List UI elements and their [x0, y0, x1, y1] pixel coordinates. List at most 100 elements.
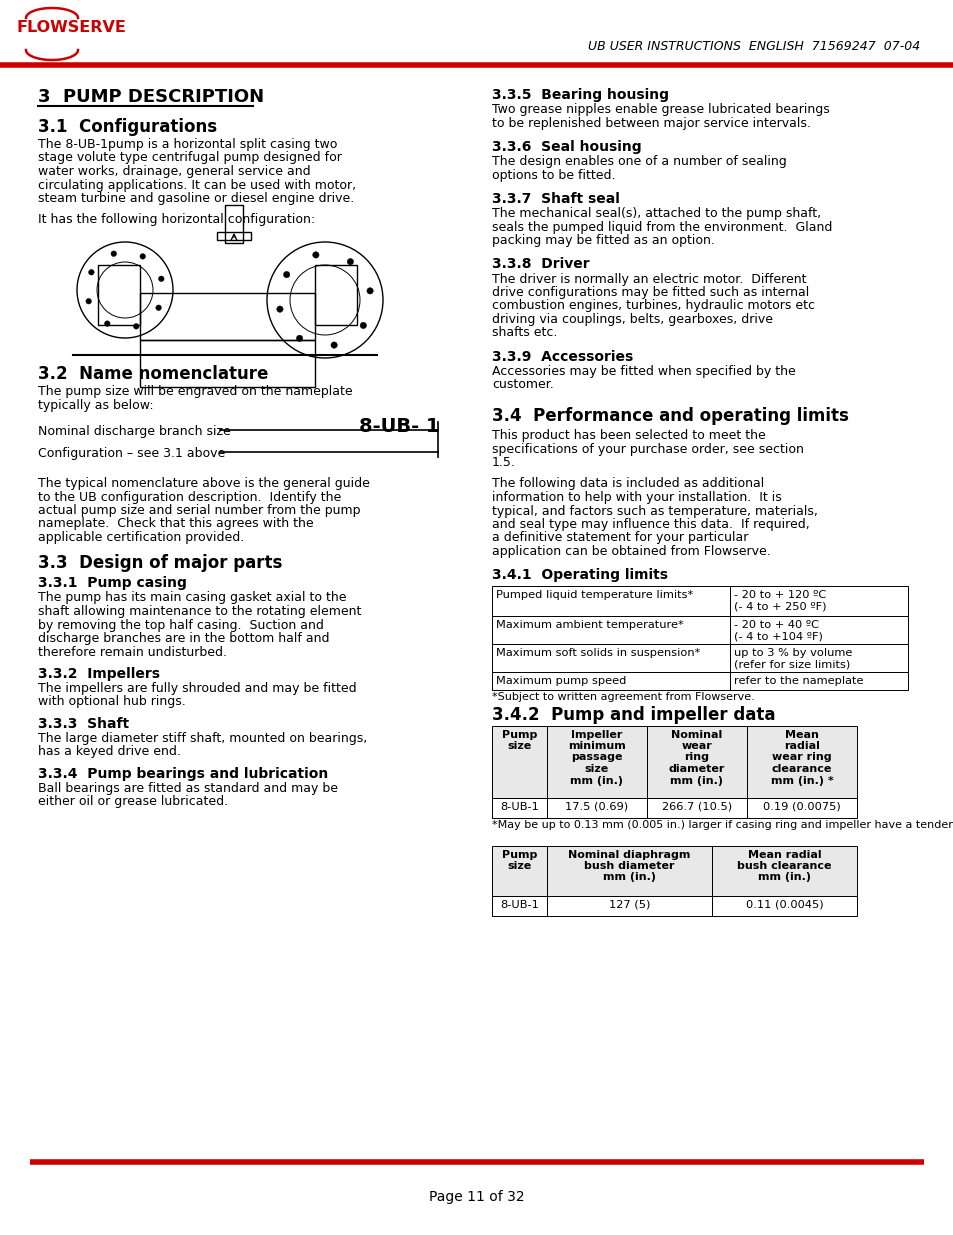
Text: minimum: minimum [568, 741, 625, 751]
Text: size: size [507, 741, 531, 751]
Text: bush diameter: bush diameter [583, 861, 674, 871]
Text: Ball bearings are fitted as standard and may be: Ball bearings are fitted as standard and… [38, 782, 337, 795]
Text: 3  PUMP DESCRIPTION: 3 PUMP DESCRIPTION [38, 88, 264, 106]
Bar [492, 585, 907, 615]
Text: wear: wear [680, 741, 712, 751]
Text: (- 4 to + 250 ºF): (- 4 to + 250 ºF) [733, 601, 825, 611]
Text: Accessories may be fitted when specified by the: Accessories may be fitted when specified… [492, 366, 795, 378]
Text: with optional hub rings.: with optional hub rings. [38, 695, 186, 709]
Text: bush clearance: bush clearance [737, 861, 831, 871]
Text: has a keyed drive end.: has a keyed drive end. [38, 746, 181, 758]
Text: 3.4  Performance and operating limits: 3.4 Performance and operating limits [492, 408, 848, 425]
Text: 1.5.: 1.5. [492, 456, 516, 469]
Circle shape [105, 321, 110, 326]
Text: Pump: Pump [501, 850, 537, 860]
Text: Nominal: Nominal [671, 730, 721, 740]
Text: size: size [584, 764, 608, 774]
Text: Maximum ambient temperature*: Maximum ambient temperature* [496, 620, 683, 630]
Text: 3.3.5  Bearing housing: 3.3.5 Bearing housing [492, 88, 668, 103]
Text: 3.4.1  Operating limits: 3.4.1 Operating limits [492, 568, 667, 583]
Text: either oil or grease lubricated.: either oil or grease lubricated. [38, 795, 228, 809]
Bar [492, 643, 907, 672]
Text: (refer for size limits): (refer for size limits) [733, 659, 849, 669]
Text: water works, drainage, general service and: water works, drainage, general service a… [38, 165, 311, 178]
Circle shape [367, 288, 373, 294]
Text: - 20 to + 40 ºC: - 20 to + 40 ºC [733, 620, 818, 630]
Bar [492, 895, 546, 915]
Text: UB USER INSTRUCTIONS  ENGLISH  71569247  07-04: UB USER INSTRUCTIONS ENGLISH 71569247 07… [587, 41, 919, 53]
Text: typically as below:: typically as below: [38, 399, 153, 411]
Text: 3.3.6  Seal housing: 3.3.6 Seal housing [492, 140, 641, 154]
Text: 0.11 (0.0045): 0.11 (0.0045) [745, 899, 822, 909]
Text: shaft allowing maintenance to the rotating element: shaft allowing maintenance to the rotati… [38, 605, 361, 618]
Text: customer.: customer. [492, 378, 553, 391]
Text: ring: ring [684, 752, 709, 762]
Bar [492, 615, 907, 643]
Text: *May be up to 0.13 mm (0.005 in.) larger if casing ring and impeller have a tend: *May be up to 0.13 mm (0.005 in.) larger… [492, 820, 953, 830]
Text: 266.7 (10.5): 266.7 (10.5) [661, 802, 731, 811]
Text: mm (in.): mm (in.) [670, 776, 722, 785]
Circle shape [347, 258, 354, 264]
Circle shape [296, 335, 302, 342]
Text: and seal type may influence this data.  If required,: and seal type may influence this data. I… [492, 517, 809, 531]
Text: 3.3.2  Impellers: 3.3.2 Impellers [38, 667, 160, 680]
Text: The typical nomenclature above is the general guide: The typical nomenclature above is the ge… [38, 477, 370, 490]
Text: by removing the top half casing.  Suction and: by removing the top half casing. Suction… [38, 619, 323, 631]
Text: The impellers are fully shrouded and may be fitted: The impellers are fully shrouded and may… [38, 682, 356, 695]
Text: passage: passage [571, 752, 622, 762]
Text: diameter: diameter [668, 764, 724, 774]
Text: 0.19 (0.0075): 0.19 (0.0075) [762, 802, 840, 811]
Text: 3.3.4  Pump bearings and lubrication: 3.3.4 Pump bearings and lubrication [38, 767, 328, 781]
Text: 3.3.3  Shaft: 3.3.3 Shaft [38, 718, 129, 731]
Text: Nominal diaphragm: Nominal diaphragm [568, 850, 690, 860]
Text: 127 (5): 127 (5) [608, 899, 650, 909]
Text: Nominal discharge branch size: Nominal discharge branch size [38, 425, 231, 438]
Text: mm (in.): mm (in.) [602, 872, 656, 883]
Circle shape [360, 322, 366, 329]
Text: 8-UB-1: 8-UB-1 [499, 802, 538, 811]
Text: The following data is included as additional: The following data is included as additi… [492, 478, 763, 490]
Text: The pump has its main casing gasket axial to the: The pump has its main casing gasket axia… [38, 592, 346, 604]
Text: 3.3.8  Driver: 3.3.8 Driver [492, 258, 589, 272]
Text: 3.1  Configurations: 3.1 Configurations [38, 119, 217, 136]
Text: seals the pumped liquid from the environment.  Gland: seals the pumped liquid from the environ… [492, 221, 832, 233]
Bar [546, 725, 646, 798]
Bar [646, 725, 746, 798]
Text: - 20 to + 120 ºC: - 20 to + 120 ºC [733, 589, 825, 599]
Text: 8-UB- 1: 8-UB- 1 [359, 417, 439, 436]
Circle shape [283, 272, 290, 278]
Text: to the UB configuration description.  Identify the: to the UB configuration description. Ide… [38, 490, 341, 504]
Bar [492, 672, 907, 689]
Text: therefore remain undisturbed.: therefore remain undisturbed. [38, 646, 227, 658]
Text: *Subject to written agreement from Flowserve.: *Subject to written agreement from Flows… [492, 693, 754, 703]
Text: shafts etc.: shafts etc. [492, 326, 557, 340]
Text: options to be fitted.: options to be fitted. [492, 168, 615, 182]
Bar [492, 798, 546, 818]
Text: drive configurations may be fitted such as internal: drive configurations may be fitted such … [492, 287, 808, 299]
Text: Mean: Mean [784, 730, 818, 740]
Text: clearance: clearance [771, 764, 831, 774]
Text: 17.5 (0.69): 17.5 (0.69) [565, 802, 628, 811]
Bar [140, 340, 314, 387]
Text: discharge branches are in the bottom half and: discharge branches are in the bottom hal… [38, 632, 329, 645]
Text: It has the following horizontal configuration:: It has the following horizontal configur… [38, 214, 314, 226]
Text: The pump size will be engraved on the nameplate: The pump size will be engraved on the na… [38, 385, 353, 398]
Text: information to help with your installation.  It is: information to help with your installati… [492, 492, 781, 504]
Text: Mean radial: Mean radial [747, 850, 821, 860]
Text: refer to the nameplate: refer to the nameplate [733, 676, 862, 685]
Text: 3.3  Design of major parts: 3.3 Design of major parts [38, 555, 282, 573]
Text: 3.2  Name nomenclature: 3.2 Name nomenclature [38, 366, 268, 383]
Text: mm (in.): mm (in.) [758, 872, 810, 883]
Circle shape [111, 251, 116, 257]
Text: size: size [507, 861, 531, 871]
Text: specifications of your purchase order, see section: specifications of your purchase order, s… [492, 442, 803, 456]
Text: steam turbine and gasoline or diesel engine drive.: steam turbine and gasoline or diesel eng… [38, 191, 354, 205]
Text: The large diameter stiff shaft, mounted on bearings,: The large diameter stiff shaft, mounted … [38, 732, 367, 745]
Bar [216, 232, 251, 240]
Text: circulating applications. It can be used with motor,: circulating applications. It can be used… [38, 179, 355, 191]
Text: actual pump size and serial number from the pump: actual pump size and serial number from … [38, 504, 360, 517]
Text: 3.3.9  Accessories: 3.3.9 Accessories [492, 350, 633, 364]
Text: mm (in.): mm (in.) [570, 776, 623, 785]
Circle shape [276, 306, 283, 312]
Text: Two grease nipples enable grease lubricated bearings: Two grease nipples enable grease lubrica… [492, 103, 829, 116]
